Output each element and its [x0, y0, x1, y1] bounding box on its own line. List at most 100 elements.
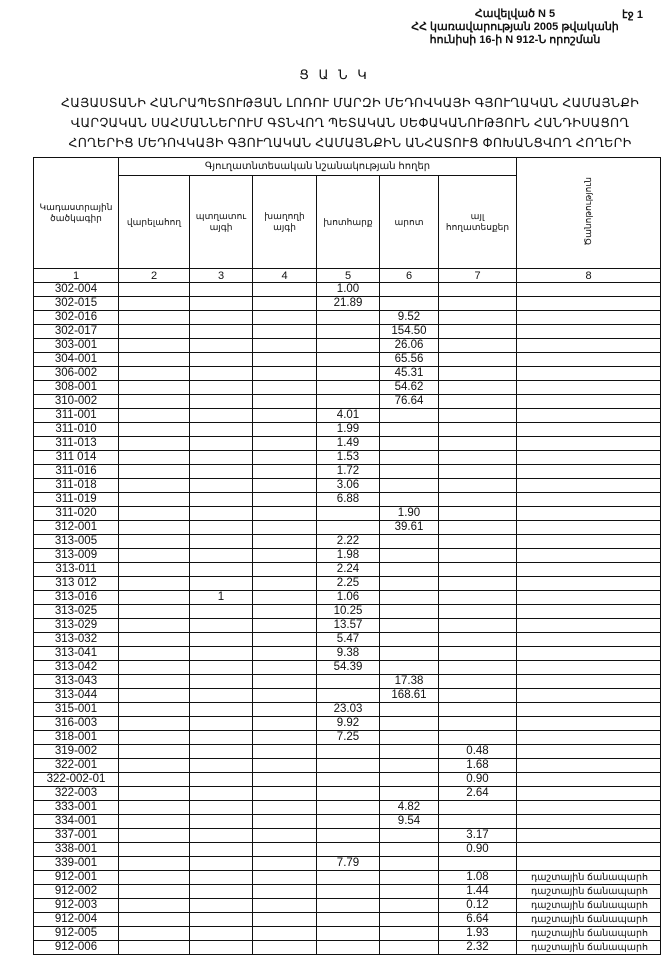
- area-cell: [252, 380, 317, 395]
- area-cell: 1.99: [316, 422, 380, 437]
- area-cell: [316, 898, 380, 913]
- area-cell: [118, 394, 190, 409]
- area-cell: 2.32: [438, 940, 517, 955]
- area-cell: [379, 422, 439, 437]
- note-cell: [516, 450, 661, 465]
- area-cell: [118, 324, 190, 339]
- table-row: 308-001 54.62: [33, 380, 661, 395]
- table-row: 302-017 154.50: [33, 324, 661, 339]
- area-cell: [118, 590, 190, 605]
- area-cell: 2.24: [316, 562, 380, 577]
- area-cell: [118, 464, 190, 479]
- table-row: 313-042 54.39: [33, 660, 661, 675]
- area-cell: [189, 646, 253, 661]
- area-cell: 1.49: [316, 436, 380, 451]
- area-cell: [316, 506, 380, 521]
- area-cell: 1: [189, 590, 253, 605]
- area-cell: [379, 786, 439, 801]
- table-row: 311-001 4.01: [33, 408, 661, 423]
- note-cell: [516, 688, 661, 703]
- note-cell: [516, 282, 661, 297]
- area-cell: [189, 688, 253, 703]
- group-header: Գյուղատնտեսական նշանակության հողեր: [118, 156, 517, 177]
- area-cell: [189, 562, 253, 577]
- cadastral-code-cell: 313-044: [33, 688, 119, 703]
- area-cell: [189, 464, 253, 479]
- area-cell: [379, 296, 439, 311]
- area-cell: [438, 310, 517, 325]
- area-cell: 9.92: [316, 716, 380, 731]
- table-row: 313 012 2.25: [33, 576, 661, 591]
- area-cell: [189, 380, 253, 395]
- area-cell: [316, 310, 380, 325]
- note-cell: [516, 534, 661, 549]
- area-cell: 1.98: [316, 548, 380, 563]
- area-cell: [118, 352, 190, 367]
- area-cell: 0.48: [438, 744, 517, 759]
- area-cell: [379, 604, 439, 619]
- column-number: 6: [379, 268, 439, 283]
- area-cell: [316, 842, 380, 857]
- area-cell: [118, 912, 190, 927]
- area-cell: [189, 912, 253, 927]
- area-cell: 76.64: [379, 394, 439, 409]
- area-cell: [252, 744, 317, 759]
- area-cell: [252, 632, 317, 647]
- area-cell: [252, 646, 317, 661]
- document-title: Ց Ա Ն Կ: [299, 67, 370, 82]
- note-cell: դաշտային ճանապարհ: [516, 884, 661, 899]
- area-cell: [252, 618, 317, 633]
- area-cell: [118, 828, 190, 843]
- note-cell: [516, 758, 661, 773]
- area-cell: [316, 674, 380, 689]
- area-cell: [438, 814, 517, 829]
- cadastral-code-cell: 311-010: [33, 422, 119, 437]
- area-cell: [118, 282, 190, 297]
- cadastral-code-cell: 311-001: [33, 408, 119, 423]
- table-row: 311-010 1.99: [33, 422, 661, 437]
- area-cell: [316, 772, 380, 787]
- table-row: 313-043 17.38: [33, 674, 661, 689]
- area-cell: 0.90: [438, 772, 517, 787]
- note-cell: [516, 506, 661, 521]
- table-row: 311-016 1.72: [33, 464, 661, 479]
- table-row: 310-002 76.64: [33, 394, 661, 409]
- area-cell: [118, 758, 190, 773]
- area-cell: [438, 716, 517, 731]
- area-cell: [189, 506, 253, 521]
- cadastral-code-cell: 302-017: [33, 324, 119, 339]
- area-cell: [379, 856, 439, 871]
- area-cell: [316, 366, 380, 381]
- table-row: 322-002-01 0.90: [33, 772, 661, 787]
- area-cell: [189, 492, 253, 507]
- note-cell: դաշտային ճանապարհ: [516, 926, 661, 941]
- column-number: 7: [438, 268, 517, 283]
- area-cell: [189, 856, 253, 871]
- decision-date: հունիսի 16-ի N 912-Ն որոշման: [429, 34, 601, 46]
- area-cell: [252, 912, 317, 927]
- table-row: 318-001 7.25: [33, 730, 661, 745]
- table-row: 338-001 0.90: [33, 842, 661, 857]
- table-row: 313-005 2.22: [33, 534, 661, 549]
- area-cell: [189, 338, 253, 353]
- note-cell: [516, 674, 661, 689]
- area-cell: [118, 926, 190, 941]
- column-number: 4: [252, 268, 317, 283]
- decision-line: ՀՀ կառավարության 2005 թվականի: [411, 21, 619, 33]
- area-cell: [316, 828, 380, 843]
- area-cell: [189, 898, 253, 913]
- note-cell: [516, 464, 661, 479]
- note-cell: [516, 814, 661, 829]
- area-cell: [252, 548, 317, 563]
- area-cell: [438, 450, 517, 465]
- note-cell: [516, 842, 661, 857]
- cadastral-code-cell: 313-011: [33, 562, 119, 577]
- area-cell: [379, 912, 439, 927]
- subtitle-line: ՀԱՅԱՍՏԱՆԻ ՀԱՆՐԱՊԵՏՈՒԹՅԱՆ ԼՈՌՈՒ ՄԱՐԶԻ ՄԵԴ…: [60, 96, 640, 110]
- note-cell: [516, 296, 661, 311]
- area-cell: [118, 898, 190, 913]
- cadastral-code-cell: 912-003: [33, 898, 119, 913]
- cadastral-code-cell: 322-002-01: [33, 772, 119, 787]
- cadastral-code-cell: 339-001: [33, 856, 119, 871]
- area-cell: [379, 646, 439, 661]
